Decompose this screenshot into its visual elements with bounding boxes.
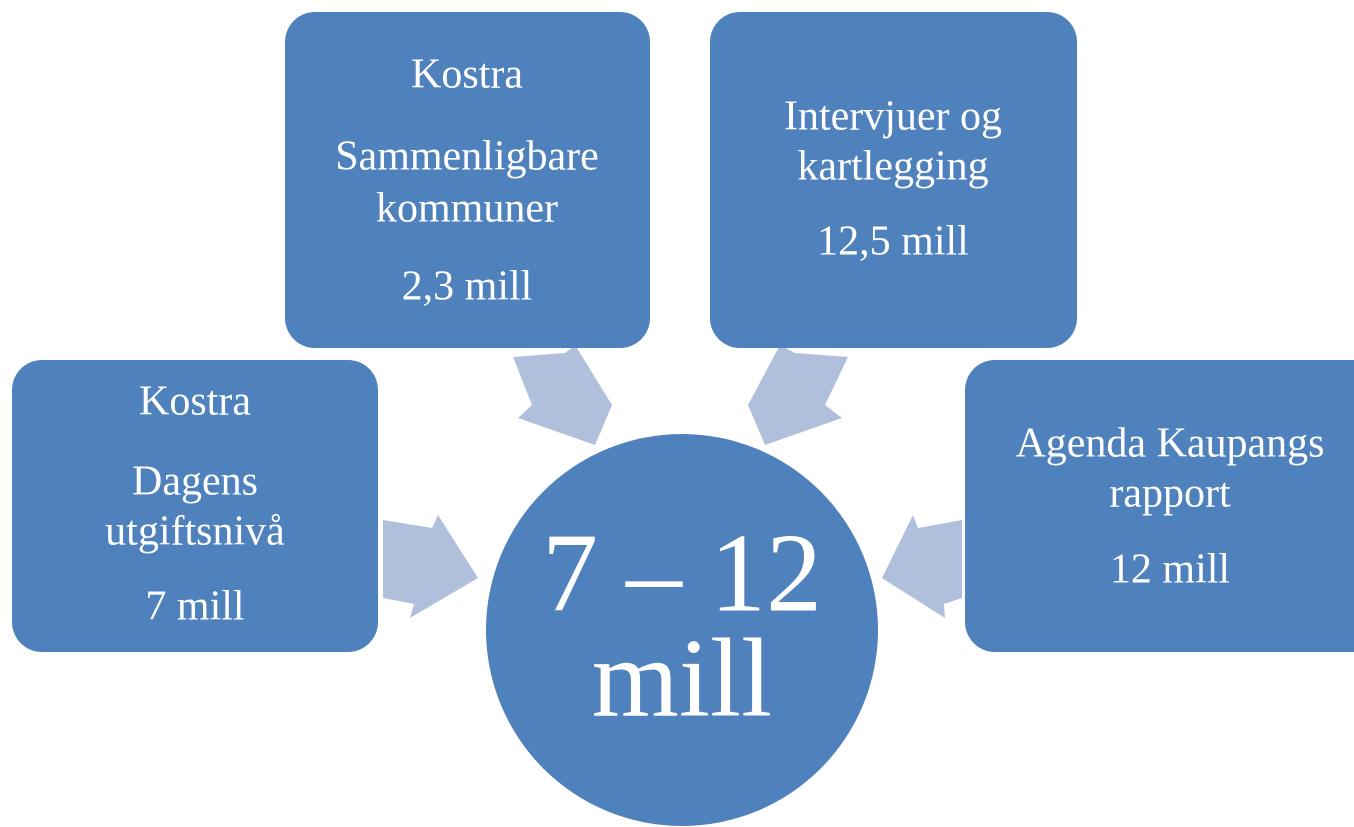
node-box — [965, 360, 1354, 652]
node-text: utgiftsnivå — [105, 509, 285, 555]
node-box — [710, 12, 1077, 348]
node-text: kartlegging — [797, 144, 988, 190]
node-text: mill — [592, 617, 772, 741]
node-text: 2,3 mill — [402, 264, 533, 310]
node-text: Agenda Kaupangs — [1015, 421, 1324, 467]
arrow — [748, 345, 848, 445]
node-text: Kostra — [411, 52, 523, 98]
node-text: Kostra — [139, 379, 251, 425]
node-text: kommuner — [376, 186, 558, 232]
node-text: 7 – 12 — [542, 512, 822, 636]
node-text: Dagens — [132, 459, 258, 505]
arrow — [513, 345, 612, 445]
arrow — [882, 515, 962, 618]
node-text: 12,5 mill — [817, 219, 969, 265]
node-text: 7 mill — [145, 584, 244, 630]
node-box — [12, 360, 378, 652]
node-text: 12 mill — [1110, 547, 1230, 593]
node-box — [285, 12, 650, 348]
node-text: Sammenligbare — [335, 134, 599, 180]
node-text: rapport — [1109, 471, 1231, 517]
center-circle — [486, 434, 878, 826]
node-text: Intervjuer og — [784, 94, 1002, 140]
arrow — [383, 515, 478, 618]
